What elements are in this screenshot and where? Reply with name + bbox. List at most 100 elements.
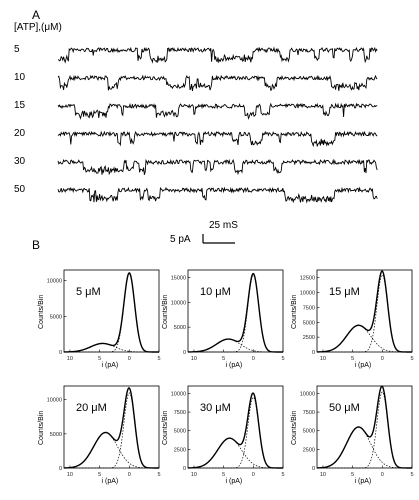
y-tick-label: 0	[183, 350, 186, 356]
y-tick-label: 0	[183, 466, 186, 472]
amplitude-histogram-curve	[316, 270, 412, 353]
histogram-plot: 0 2500 5000 7500 10000 10 5 0 5	[300, 385, 414, 478]
histogram-4: 0 5000 10000 10 5 0 5 Counts/Bin i (pA) 20 μM	[38, 378, 169, 490]
y-tick-label: 2500	[303, 447, 315, 453]
x-axis-label: i (pA)	[354, 478, 372, 485]
histogram-3: 0 2500 5000 7500 10000 12500 10 5 0 5 Counts/Bin i …	[291, 262, 419, 374]
histogram-plot: 0 5000 10000 15000 10 5 0 5	[171, 269, 285, 362]
x-tick-label: 10	[320, 356, 326, 362]
y-tick-label: 2500	[303, 335, 315, 341]
panel-a-label: A	[32, 8, 41, 22]
y-tick-label: 7500	[174, 410, 186, 416]
y-tick-label: 12500	[300, 276, 315, 282]
histogram-plot: 0 2500 5000 7500 10000 10 5 0 5	[171, 385, 285, 478]
y-tick-label: 10000	[47, 279, 62, 285]
trace-30	[57, 158, 378, 176]
y-axis-label: Counts/Bin	[38, 410, 45, 445]
open-state-fit	[316, 324, 412, 353]
y-tick-label: 10000	[171, 391, 186, 397]
concentration-label: 10 μM	[200, 286, 231, 298]
open-state-fit	[316, 426, 412, 469]
x-axis-label: i (pA)	[354, 362, 372, 369]
x-tick-label: 5	[410, 472, 413, 478]
y-tick-label: 10000	[300, 291, 315, 297]
y-tick-label: 0	[59, 466, 62, 472]
trace-label-10: 10	[14, 72, 26, 83]
plot-frame	[316, 269, 413, 353]
x-tick-label: 5	[281, 472, 284, 478]
x-tick-label: 0	[381, 356, 384, 362]
trace-20	[57, 130, 378, 148]
histogram-plot: 0 5000 10000 10 5 0 5	[47, 269, 161, 362]
histogram-plot: 0 5000 10000 10 5 0 5	[47, 385, 161, 478]
x-tick-label: 5	[222, 472, 225, 478]
histogram-1: 0 5000 10000 10 5 0 5 Counts/Bin i (pA) 5 μM	[38, 262, 169, 374]
amplitude-histogram-curve	[187, 392, 283, 469]
y-axis-label: Counts/Bin	[162, 294, 169, 329]
x-tick-label: 5	[98, 472, 101, 478]
x-tick-label: 10	[67, 472, 73, 478]
trace-15	[57, 102, 378, 120]
histogram-2: 0 5000 10000 15000 10 5 0 5 Counts/Bin i (pA) 10 μ…	[162, 262, 293, 374]
histogram-6: 0 2500 5000 7500 10000 10 5 0 5 Counts/Bin i (pA) 5…	[291, 378, 419, 490]
trace-50	[57, 186, 378, 204]
trace-label-5: 5	[14, 44, 20, 55]
trace-10	[57, 74, 378, 92]
x-tick-label: 5	[410, 356, 413, 362]
y-tick-label: 5000	[174, 325, 186, 331]
plot-frame	[187, 269, 284, 353]
histogram-plot: 0 2500 5000 7500 10000 12500 10 5 0 5	[300, 269, 414, 362]
y-tick-label: 7500	[303, 305, 315, 311]
scale-bar-current-label: 5 pA	[170, 234, 191, 245]
x-tick-label: 10	[320, 472, 326, 478]
y-tick-label: 0	[312, 466, 315, 472]
x-tick-label: 10	[67, 356, 73, 362]
x-tick-label: 10	[191, 472, 197, 478]
x-tick-label: 5	[157, 472, 160, 478]
y-tick-label: 2500	[174, 447, 186, 453]
x-tick-label: 5	[351, 472, 354, 478]
concentration-label: 15 μM	[329, 286, 360, 298]
scale-bar-time-label: 25 mS	[209, 220, 238, 231]
y-axis-label: Counts/Bin	[291, 410, 298, 445]
y-axis-label: Counts/Bin	[38, 294, 45, 329]
y-tick-label: 5000	[174, 429, 186, 435]
x-tick-label: 5	[351, 356, 354, 362]
histogram-5: 0 2500 5000 7500 10000 10 5 0 5 Counts/Bin i (pA) 3…	[162, 378, 293, 490]
y-tick-label: 5000	[50, 314, 62, 320]
amplitude-histogram-curve	[63, 271, 159, 353]
x-axis-label: i (pA)	[225, 362, 243, 369]
x-tick-label: 0	[128, 472, 131, 478]
x-axis-label: i (pA)	[225, 478, 243, 485]
closed-state-fit	[317, 391, 412, 469]
y-tick-label: 5000	[303, 320, 315, 326]
concentration-label: 30 μM	[200, 402, 231, 414]
single-channel-traces	[57, 46, 378, 204]
scale-bar	[202, 234, 235, 244]
plot-frame	[187, 385, 284, 469]
x-tick-label: 0	[252, 356, 255, 362]
trace-label-30: 30	[14, 156, 26, 167]
x-axis-label: i (pA)	[101, 362, 119, 369]
x-tick-label: 0	[381, 472, 384, 478]
y-axis-label: Counts/Bin	[291, 294, 298, 329]
trace-label-15: 15	[14, 100, 26, 111]
y-axis-label: Counts/Bin	[162, 410, 169, 445]
concentration-label: 20 μM	[76, 402, 107, 414]
concentration-label: 50 μM	[329, 402, 360, 414]
y-tick-label: 10000	[47, 398, 62, 404]
x-tick-label: 5	[98, 356, 101, 362]
x-tick-label: 10	[191, 356, 197, 362]
y-tick-label: 0	[312, 350, 315, 356]
amplitude-histogram-curve	[316, 385, 412, 469]
plot-frame	[63, 269, 160, 353]
trace-label-50: 50	[14, 184, 26, 195]
y-tick-label: 15000	[171, 275, 186, 281]
x-tick-label: 0	[252, 472, 255, 478]
concentration-label: 5 μM	[76, 286, 101, 298]
amplitude-histogram-curve	[187, 272, 283, 353]
x-tick-label: 0	[128, 356, 131, 362]
y-tick-label: 10000	[171, 300, 186, 306]
y-tick-label: 5000	[50, 432, 62, 438]
